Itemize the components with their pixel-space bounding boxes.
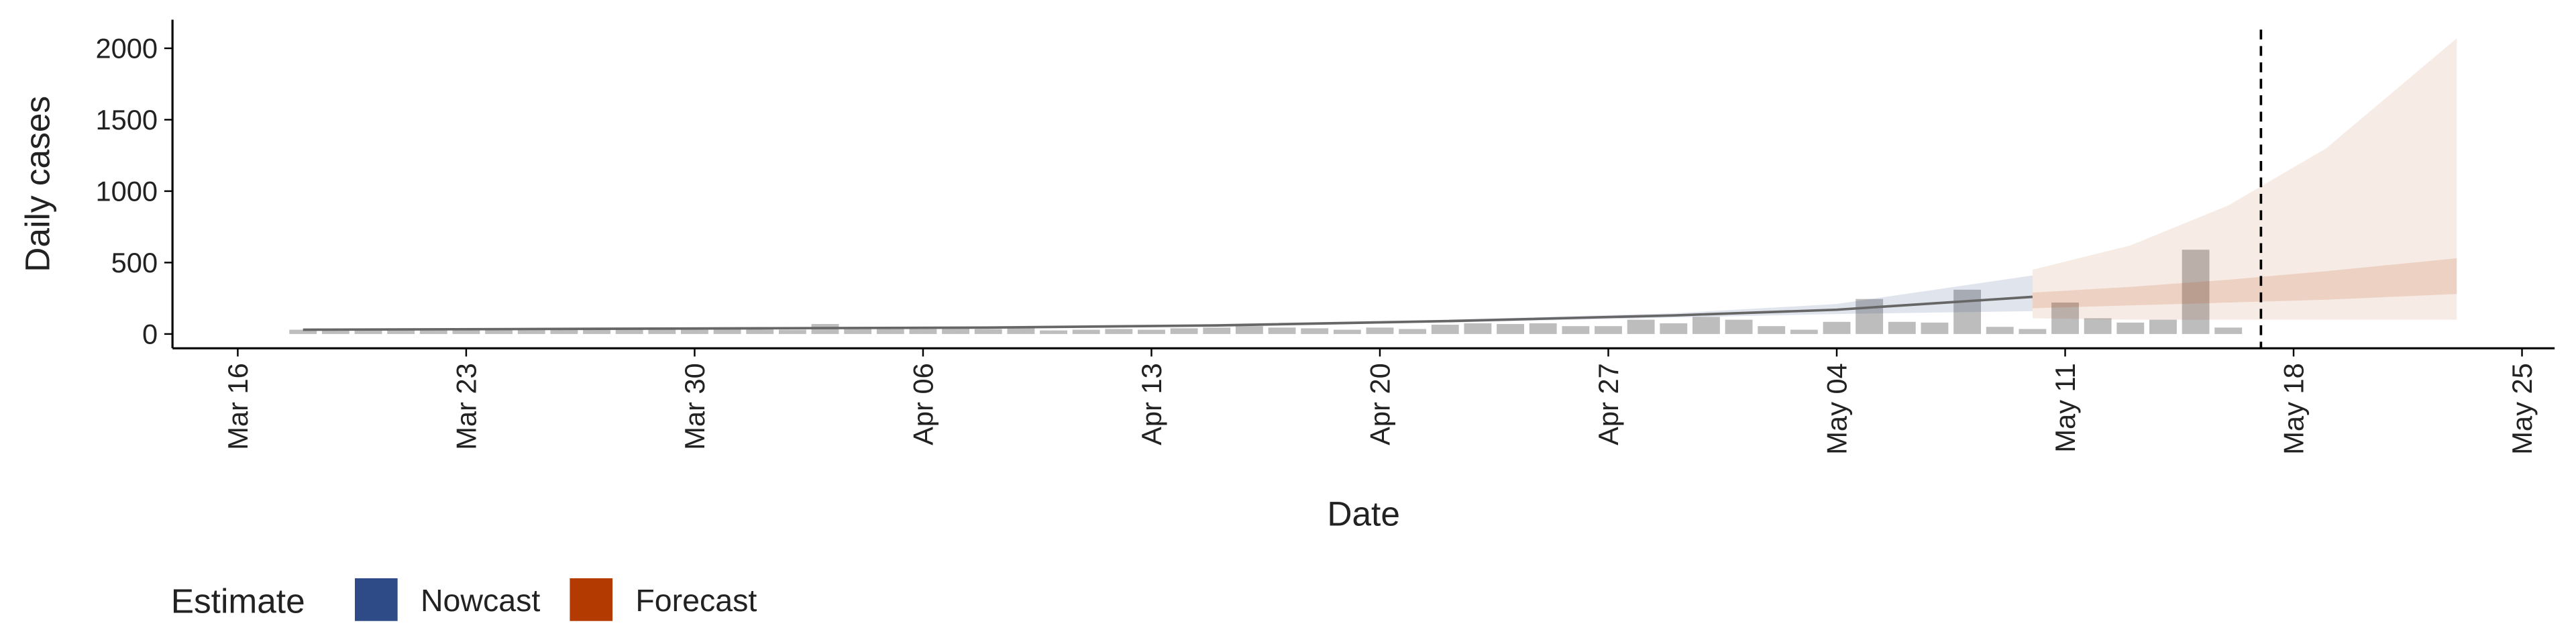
bar	[1007, 327, 1035, 334]
bar	[583, 329, 610, 334]
bar	[1268, 327, 1296, 334]
bar	[1856, 299, 1884, 334]
x-tick-label: May 25	[2506, 363, 2538, 455]
x-tick-label: May 11	[2049, 363, 2081, 452]
bar	[1986, 327, 2014, 334]
bar	[289, 329, 317, 334]
bar	[1823, 321, 1851, 334]
bar	[1692, 317, 1720, 334]
nowcast-line	[303, 295, 2033, 331]
bar	[1790, 329, 1818, 334]
bar	[1725, 319, 1753, 334]
legend-swatch	[570, 578, 613, 621]
bar	[778, 329, 806, 334]
bar	[1562, 326, 1590, 334]
bar	[876, 328, 904, 334]
bar	[1105, 329, 1133, 334]
ribbon	[2032, 38, 2457, 320]
bar	[615, 329, 643, 334]
bar	[1758, 326, 1786, 334]
y-tick-label: 2000	[95, 33, 158, 64]
x-axis-title: Date	[1327, 494, 1400, 533]
bar	[2182, 250, 2210, 334]
bar	[909, 329, 937, 334]
bar	[387, 329, 415, 334]
bar	[1040, 330, 1067, 334]
bar	[1301, 328, 1329, 334]
bar	[1333, 329, 1361, 334]
bar	[942, 328, 970, 334]
y-tick-label: 1000	[95, 176, 158, 207]
bar	[1235, 326, 1263, 334]
bar	[485, 329, 513, 334]
bar	[746, 329, 774, 334]
bar	[648, 329, 676, 334]
x-tick-label: Apr 13	[1136, 363, 1167, 445]
bar	[1072, 329, 1100, 334]
bar	[2019, 329, 2047, 334]
bar	[844, 329, 872, 334]
x-tick-label: Apr 27	[1593, 363, 1624, 445]
bar	[1399, 329, 1427, 334]
x-tick-label: May 04	[1821, 363, 1853, 455]
bar	[1464, 323, 1492, 334]
legend-title: Estimate	[171, 581, 305, 620]
x-tick-label: Mar 23	[451, 363, 482, 450]
x-tick-label: Apr 20	[1364, 363, 1396, 445]
bar	[1888, 321, 1916, 334]
bar	[1138, 329, 1165, 334]
y-tick-label: 0	[142, 319, 158, 350]
bar	[2214, 327, 2243, 334]
bar	[1497, 323, 1524, 334]
bar	[1203, 327, 1231, 334]
bar	[1366, 327, 1394, 334]
bar	[974, 329, 1002, 334]
bar	[2149, 319, 2177, 334]
bar	[1921, 322, 1949, 334]
bar	[1953, 289, 1981, 334]
bar	[1170, 328, 1198, 334]
bar	[419, 329, 447, 334]
x-tick-label: Mar 30	[679, 363, 710, 450]
bar	[2084, 318, 2112, 334]
legend-swatch	[354, 578, 398, 621]
y-tick-label: 500	[111, 247, 158, 278]
legend-label: Nowcast	[421, 583, 540, 618]
bar	[354, 329, 382, 334]
bar	[517, 328, 545, 334]
x-tick-label: Mar 16	[222, 363, 254, 450]
ribbon	[303, 275, 2033, 331]
bar	[452, 329, 480, 334]
bar	[681, 329, 708, 334]
bar	[2116, 322, 2145, 334]
x-tick-label: May 18	[2278, 363, 2310, 455]
bar	[1660, 323, 1688, 334]
bar	[1627, 319, 1655, 334]
bar	[2051, 303, 2079, 334]
bar	[321, 329, 350, 334]
y-axis-title: Daily cases	[17, 96, 56, 272]
bar	[1595, 326, 1622, 334]
y-tick-label: 1500	[95, 104, 158, 136]
bar	[1431, 325, 1459, 334]
ribbon	[2032, 258, 2457, 309]
bar	[550, 329, 578, 334]
x-tick-label: Apr 06	[908, 363, 939, 445]
legend-label: Forecast	[635, 583, 757, 618]
bar	[1529, 323, 1557, 334]
bar	[713, 328, 741, 334]
